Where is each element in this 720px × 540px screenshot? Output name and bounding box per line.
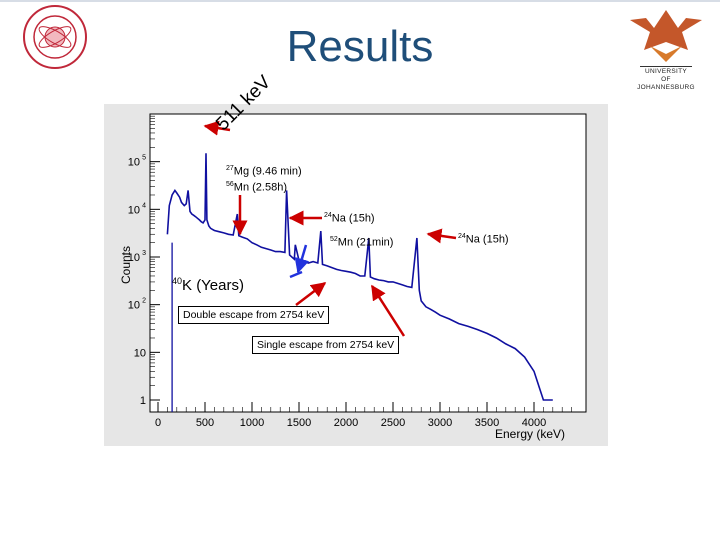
x-tick-label: 1500	[287, 417, 311, 429]
x-tick-label: 3000	[428, 417, 452, 429]
x-tick-label: 1000	[240, 417, 264, 429]
annotation-mn52: 52Mn (21min)	[330, 236, 393, 249]
x-tick-label: 3500	[475, 417, 499, 429]
uj-logo-text: UNIVERSITY OF JOHANNESBURG	[620, 68, 712, 92]
k40-isotope: 40	[172, 276, 183, 286]
annotation-na24-right: 24Na (15h)	[458, 233, 509, 246]
single-escape-box: Single escape from 2754 keV	[252, 336, 400, 354]
y-tick-exponent: 4	[142, 202, 146, 209]
x-tick-label: 500	[196, 417, 214, 429]
slide-title: Results	[286, 22, 434, 71]
arrow-double-escape	[295, 282, 327, 306]
y-tick-label: 10	[128, 252, 140, 264]
x-tick-label: 0	[155, 417, 161, 429]
mn56-text: Mn (2.58h)	[233, 181, 287, 194]
y-tick-label: 10	[128, 204, 140, 216]
y-tick-exponent: 2	[142, 298, 146, 305]
plot-area	[149, 113, 587, 413]
arrow-mn52-tail	[289, 270, 303, 279]
na24-text: Na (15h)	[331, 212, 375, 225]
uj-text-line: JOHANNESBURG	[637, 84, 695, 91]
x-tick-label: 2500	[381, 417, 405, 429]
y-tick-label: 10	[134, 347, 146, 359]
k40-text: K (Years)	[182, 277, 244, 294]
slide-top-border	[0, 0, 720, 2]
y-tick-label: 1	[140, 395, 146, 407]
mn56-isotope: 56	[226, 181, 234, 188]
y-tick-label: 10	[128, 300, 140, 312]
arrow-na24-right	[426, 228, 457, 244]
na24-right-text: Na (15h)	[465, 233, 509, 246]
y-tick-exponent: 5	[142, 155, 146, 162]
annotation-mn56: 56Mn (2.58h)	[226, 181, 287, 194]
x-axis-label: Energy (keV)	[495, 427, 565, 441]
arrow-single-escape	[370, 284, 406, 337]
x-axis-ticks: 0 500 1000 1500 2000 2500 3000 3500 4000	[155, 402, 572, 429]
annotation-k40: 40K (Years)	[172, 276, 244, 294]
double-escape-box: Double escape from 2754 keV	[178, 306, 330, 324]
annotation-mg27: 27Mg (9.46 min)	[226, 165, 302, 178]
annotation-na24: 24Na (15h)	[324, 212, 375, 225]
na24-right-isotope: 24	[458, 233, 466, 240]
uj-logo	[630, 10, 702, 67]
x-tick-label: 4000	[522, 417, 546, 429]
mg27-isotope: 27	[226, 165, 234, 172]
y-axis-label: Counts	[119, 246, 133, 284]
uj-text-line: OF	[661, 76, 671, 83]
saip-logo	[23, 5, 87, 69]
uj-text-line: UNIVERSITY	[644, 68, 687, 75]
mn52-isotope: 52	[330, 236, 338, 243]
arrow-mn52	[294, 244, 310, 274]
na24-isotope: 24	[324, 212, 332, 219]
y-tick-exponent: 3	[142, 250, 146, 257]
x-tick-label: 2000	[334, 417, 358, 429]
y-tick-label: 10	[128, 157, 140, 169]
mg27-text: Mg (9.46 min)	[233, 165, 302, 178]
arrow-511kev	[203, 120, 231, 136]
mn52-text: Mn (21min)	[337, 236, 394, 249]
